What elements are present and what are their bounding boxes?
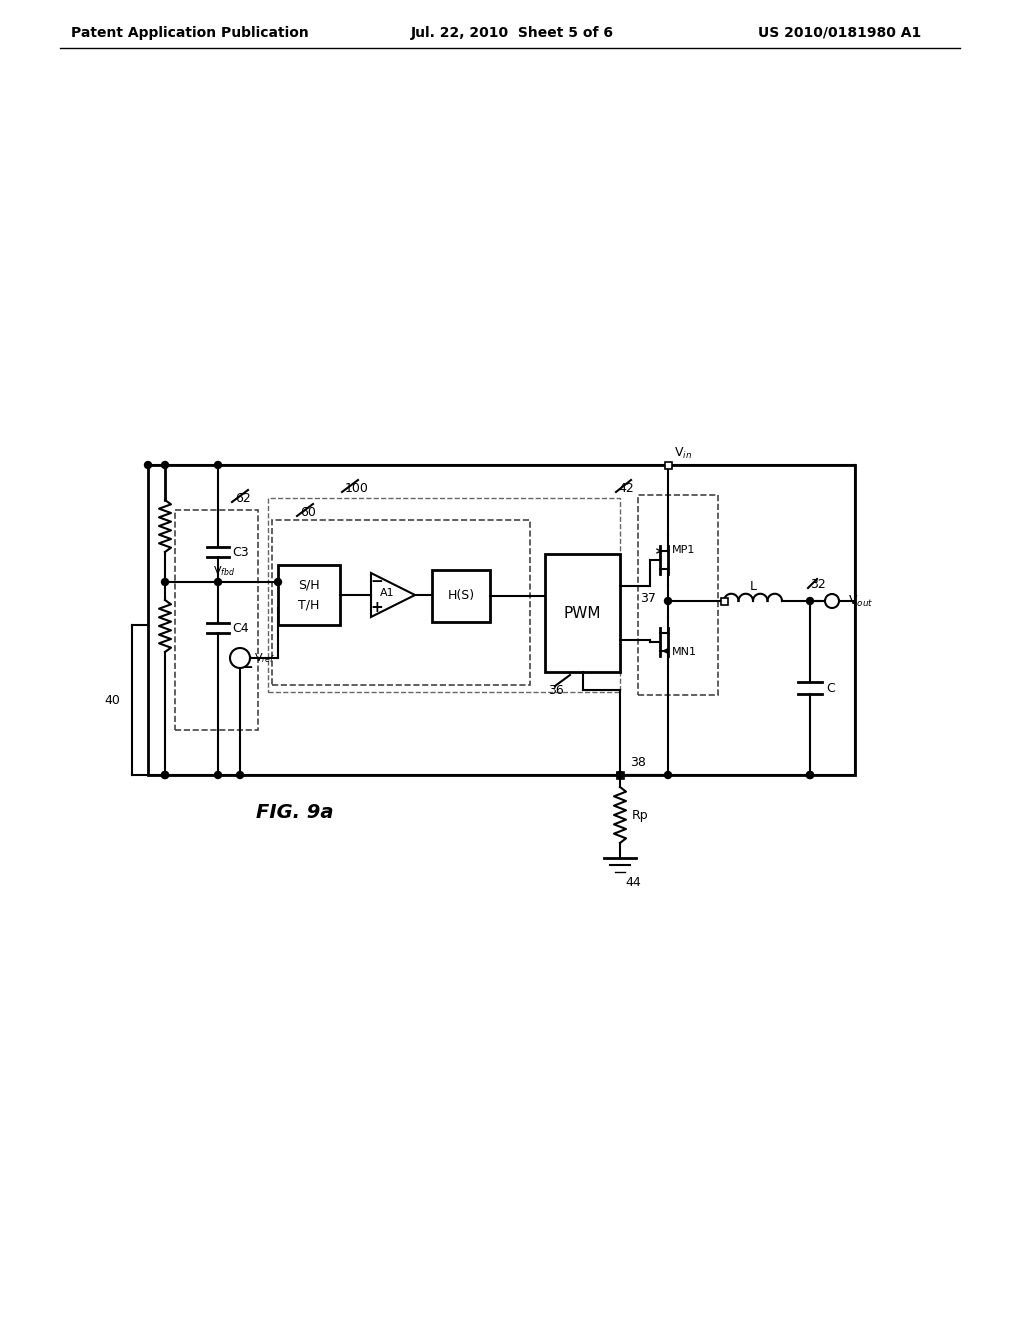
Bar [175, 510, 258, 730]
Text: 36: 36 [548, 684, 564, 697]
Circle shape [214, 771, 221, 779]
Circle shape [237, 771, 244, 779]
Text: Patent Application Publication: Patent Application Publication [71, 26, 309, 40]
Text: +: + [240, 649, 252, 664]
Bar [278, 565, 340, 624]
Circle shape [665, 771, 672, 779]
Text: 60: 60 [300, 506, 315, 519]
Text: C: C [826, 681, 835, 694]
Circle shape [162, 462, 169, 469]
Text: 100: 100 [345, 482, 369, 495]
Text: S/H: S/H [298, 578, 319, 591]
Text: A1: A1 [380, 587, 394, 598]
Text: PWM: PWM [564, 606, 601, 620]
Circle shape [162, 771, 169, 779]
Circle shape [230, 648, 250, 668]
Text: Rp: Rp [632, 808, 648, 821]
Text: H(S): H(S) [447, 590, 474, 602]
Circle shape [214, 578, 221, 586]
Circle shape [807, 771, 813, 779]
Circle shape [616, 771, 624, 779]
Text: 42: 42 [618, 482, 634, 495]
Text: +: + [371, 601, 383, 615]
Text: C4: C4 [232, 622, 249, 635]
Bar [665, 462, 672, 469]
Text: V$_{fbd}$: V$_{fbd}$ [213, 564, 236, 578]
Bar [638, 495, 718, 696]
Text: V$_{in}$: V$_{in}$ [674, 445, 692, 461]
Text: FIG. 9a: FIG. 9a [256, 803, 334, 821]
Bar [432, 570, 490, 622]
Text: −: − [240, 660, 253, 676]
Text: MP1: MP1 [672, 545, 695, 554]
Text: 40: 40 [104, 693, 120, 706]
Text: T/H: T/H [298, 598, 319, 611]
Text: V$_{out}$: V$_{out}$ [848, 594, 873, 609]
Text: 62: 62 [234, 491, 251, 504]
Bar [616, 771, 624, 779]
Circle shape [144, 462, 152, 469]
Circle shape [162, 578, 169, 586]
Text: V$_{ref}$: V$_{ref}$ [254, 651, 275, 665]
Bar [545, 554, 620, 672]
Circle shape [214, 462, 221, 469]
Text: 37: 37 [640, 593, 656, 606]
Circle shape [274, 578, 282, 586]
Circle shape [162, 771, 169, 779]
Circle shape [807, 771, 813, 779]
Bar [148, 465, 855, 775]
Text: Jul. 22, 2010  Sheet 5 of 6: Jul. 22, 2010 Sheet 5 of 6 [411, 26, 613, 40]
Text: −: − [371, 574, 383, 590]
Text: MN1: MN1 [672, 647, 697, 657]
Text: 44: 44 [625, 876, 641, 890]
Bar [721, 598, 727, 605]
Text: L: L [750, 581, 757, 594]
Bar [272, 520, 530, 685]
Text: 32: 32 [810, 578, 825, 591]
Bar [268, 498, 620, 692]
Text: C3: C3 [232, 545, 249, 558]
Circle shape [807, 598, 813, 605]
Circle shape [825, 594, 839, 609]
Circle shape [665, 598, 672, 605]
Text: 38: 38 [630, 756, 646, 770]
Text: US 2010/0181980 A1: US 2010/0181980 A1 [759, 26, 922, 40]
